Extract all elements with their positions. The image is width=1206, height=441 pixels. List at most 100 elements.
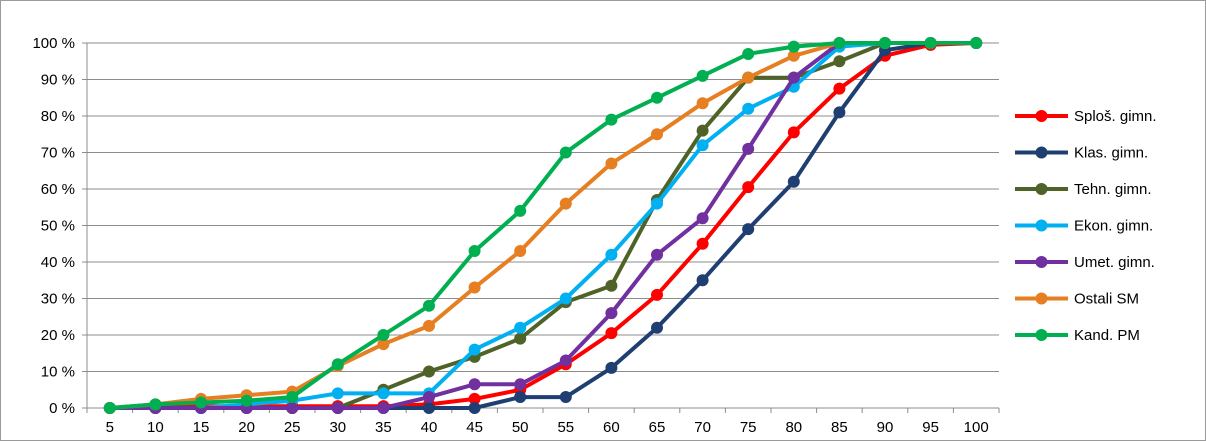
data-point <box>605 307 618 320</box>
data-point <box>149 398 162 411</box>
x-tick-label: 80 <box>785 419 802 436</box>
x-tick-label: 55 <box>557 419 574 436</box>
data-point <box>651 321 663 334</box>
data-point <box>514 245 527 258</box>
data-point <box>559 354 572 367</box>
legend-item: Umet. gimn. <box>1015 254 1155 271</box>
data-point <box>651 91 663 104</box>
data-point <box>833 106 846 119</box>
legend-item: Klas. gimn. <box>1015 145 1148 162</box>
data-point <box>787 126 800 139</box>
data-point <box>559 197 572 210</box>
y-tick-label: 30 % <box>41 291 75 308</box>
legend-swatch-marker <box>1035 110 1048 122</box>
x-tick-label: 15 <box>193 419 210 436</box>
data-point <box>833 55 846 68</box>
data-point <box>787 71 800 84</box>
x-tick-label: 95 <box>922 419 939 436</box>
x-tick-label: 35 <box>375 419 392 436</box>
data-point <box>468 281 481 294</box>
legend-label: Kand. PM <box>1074 327 1140 344</box>
data-point <box>514 332 527 345</box>
data-point <box>377 387 390 400</box>
gridlines <box>87 42 999 372</box>
data-point <box>833 82 846 95</box>
data-point <box>696 274 709 287</box>
data-point <box>605 361 618 374</box>
y-tick-label: 40 % <box>41 254 75 271</box>
x-tick-label: 10 <box>147 419 164 436</box>
x-tick-label: 45 <box>466 419 483 436</box>
data-point <box>970 37 983 49</box>
data-point <box>879 37 891 49</box>
y-tick-label: 10 % <box>41 364 75 381</box>
data-point <box>468 245 481 258</box>
data-point <box>787 49 800 62</box>
x-tick-label: 70 <box>694 419 711 436</box>
data-point <box>423 391 435 404</box>
data-point <box>742 47 755 60</box>
legend-label: Sploš. gimn. <box>1074 108 1157 125</box>
data-point <box>742 181 755 194</box>
x-tick-label: 75 <box>740 419 757 436</box>
data-point <box>331 402 344 414</box>
data-point <box>696 97 709 110</box>
x-tick-label: 65 <box>649 419 666 436</box>
data-point <box>331 358 344 371</box>
data-point <box>559 146 572 159</box>
data-point <box>742 102 755 115</box>
data-point <box>286 402 299 414</box>
y-tick-labels: 0 % 10 % 20 % 30 % 40 % 50 % 60 % 70 % 80 % 90 % 1… <box>32 35 75 417</box>
y-tick-label: 50 % <box>41 218 75 235</box>
legend-item: Ekon. gimn. <box>1015 218 1153 235</box>
data-point <box>377 402 390 414</box>
data-point <box>605 248 618 261</box>
data-point <box>696 237 709 250</box>
y-tick-label: 100 % <box>32 35 75 52</box>
legend-item: Ostali SM <box>1015 291 1139 308</box>
data-point <box>286 391 299 404</box>
legend-item: Tehn. gimn. <box>1015 181 1152 198</box>
data-point <box>514 391 527 404</box>
x-tick-labels: 5 10 15 20 25 30 35 40 45 50 55 60 65 70 75 80 85 90 95 100 <box>106 419 989 436</box>
data-point <box>833 37 846 49</box>
legend-item: Sploš. gimn. <box>1015 108 1157 125</box>
x-tick-label: 40 <box>421 419 438 436</box>
legend-label: Ekon. gimn. <box>1074 218 1153 235</box>
series-line <box>109 41 977 410</box>
data-point <box>377 338 390 351</box>
legend-swatch-marker <box>1035 183 1048 195</box>
legend-swatch-marker <box>1035 329 1048 341</box>
legend-swatch-marker <box>1035 256 1048 268</box>
data-point <box>559 292 572 305</box>
data-point <box>423 365 435 378</box>
data-point <box>514 378 527 391</box>
data-point <box>468 343 481 356</box>
x-tick-label: 100 <box>964 419 989 436</box>
legend-swatch-marker <box>1035 146 1048 159</box>
legend-label: Tehn. gimn. <box>1074 181 1152 198</box>
data-point <box>605 327 618 340</box>
data-point <box>331 387 344 400</box>
legend-swatch-marker <box>1035 292 1048 305</box>
x-tick-label: 20 <box>238 419 255 436</box>
data-point <box>468 392 481 405</box>
data-point <box>514 321 527 334</box>
legend-swatch-marker <box>1035 219 1048 232</box>
y-tick-label: 0 % <box>49 400 75 417</box>
data-point <box>468 402 481 414</box>
data-point <box>742 142 755 155</box>
y-tick-label: 80 % <box>41 108 75 125</box>
data-point <box>514 204 527 217</box>
x-tick-label: 30 <box>329 419 346 436</box>
x-tick-label: 50 <box>512 419 529 436</box>
y-tick-label: 20 % <box>41 327 75 344</box>
data-point <box>377 329 390 341</box>
x-tick-label: 90 <box>877 419 894 436</box>
legend-item: Kand. PM <box>1015 327 1140 344</box>
y-tick-label: 70 % <box>41 145 75 162</box>
data-point <box>559 391 572 404</box>
data-point <box>651 288 663 301</box>
